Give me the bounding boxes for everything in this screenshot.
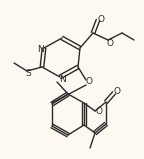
- Text: S: S: [25, 69, 31, 77]
- Text: N: N: [59, 76, 65, 84]
- Text: O: O: [86, 77, 92, 86]
- Text: N: N: [37, 45, 43, 53]
- Text: O: O: [113, 87, 121, 97]
- Text: O: O: [107, 38, 113, 48]
- Text: O: O: [95, 107, 103, 115]
- Text: O: O: [97, 14, 105, 24]
